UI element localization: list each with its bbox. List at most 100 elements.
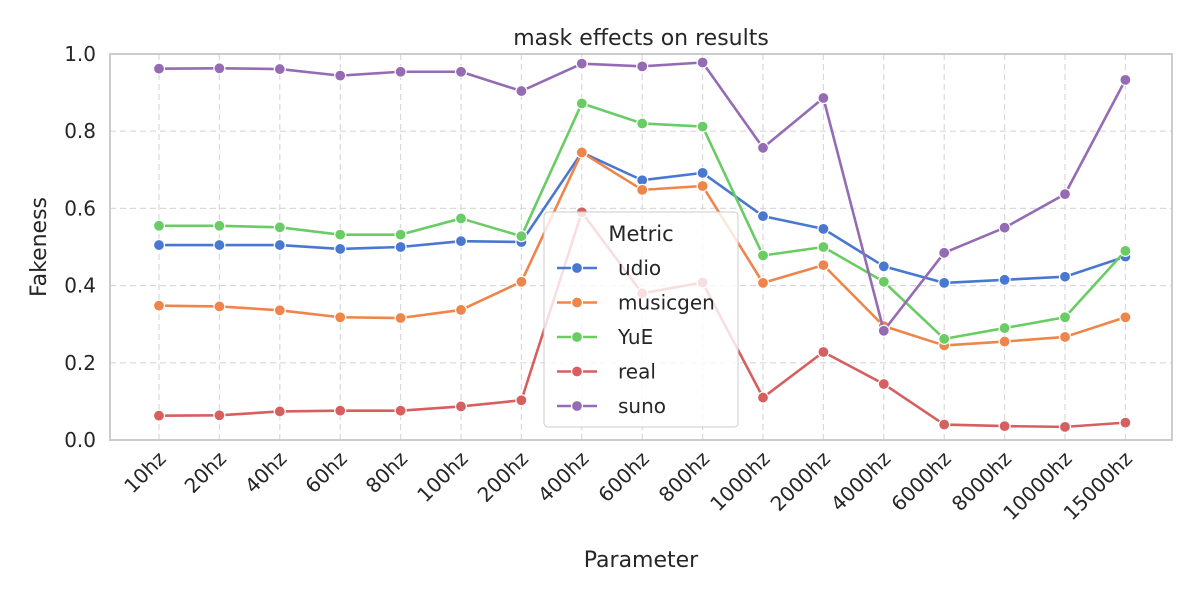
data-point (273, 304, 286, 317)
series-yue (152, 97, 1132, 345)
legend-label: musicgen (618, 291, 715, 315)
y-axis-title: Fakeness (27, 197, 52, 297)
data-point (817, 91, 830, 105)
data-point (152, 238, 166, 252)
data-point (273, 221, 286, 234)
data-point (1058, 270, 1072, 283)
legend-swatch-marker (570, 261, 584, 275)
data-point (636, 117, 649, 130)
data-point (998, 321, 1011, 335)
legend-label: real (618, 360, 656, 384)
data-point (938, 332, 951, 345)
x-tick-label: 20hz (180, 447, 231, 498)
data-point (515, 394, 528, 407)
data-point (152, 409, 166, 422)
data-point (756, 391, 770, 404)
data-point (334, 69, 347, 82)
data-point (696, 166, 709, 179)
data-point (454, 235, 468, 248)
data-point (756, 210, 770, 223)
data-point (213, 409, 226, 422)
data-point (152, 219, 166, 232)
data-point (998, 273, 1011, 286)
data-point (575, 57, 588, 70)
data-point (817, 222, 830, 235)
data-point (938, 418, 951, 431)
data-point (636, 60, 649, 73)
x-tick-label: 1000hz (705, 447, 774, 516)
data-point (998, 420, 1011, 433)
y-tick-label: 0.0 (64, 428, 96, 452)
data-point (1119, 73, 1132, 86)
x-tick-labels: 10hz 20hz 40hz 60hz 80hz 100hz 200hz 400hz 600hz… (119, 447, 1137, 525)
y-tick-label: 0.8 (64, 119, 96, 143)
data-point (273, 62, 286, 76)
y-tick-label: 0.2 (64, 351, 96, 375)
legend-swatch-marker (570, 399, 584, 413)
data-point (152, 62, 166, 75)
data-point (1119, 244, 1132, 257)
x-tick-label: 4000hz (826, 447, 895, 516)
data-point (877, 275, 890, 288)
data-point (334, 404, 347, 417)
data-point (756, 276, 770, 289)
data-point (394, 228, 407, 241)
data-point (394, 404, 407, 417)
data-point (394, 311, 407, 325)
x-tick-label: 60hz (300, 447, 351, 498)
x-axis-title: Parameter (584, 548, 699, 573)
data-point (1058, 311, 1072, 324)
x-tick-label: 6000hz (886, 447, 955, 516)
data-point (334, 311, 347, 324)
series-layer (152, 56, 1132, 433)
legend-label: YuE (617, 325, 653, 349)
data-point (696, 56, 709, 69)
data-point (334, 228, 347, 241)
data-point (515, 84, 528, 98)
data-point (575, 146, 588, 159)
data-point (938, 246, 951, 259)
data-point (515, 275, 528, 288)
data-point (696, 120, 709, 133)
data-point (756, 141, 770, 154)
data-point (394, 240, 407, 254)
data-point (998, 335, 1011, 348)
y-tick-label: 0.4 (64, 274, 96, 298)
data-point (696, 179, 709, 193)
x-tick-label: 2000hz (766, 447, 835, 516)
data-point (1058, 188, 1072, 201)
data-point (152, 299, 166, 312)
data-point (213, 219, 226, 232)
series-musicgen (152, 146, 1132, 352)
x-tick-label: 10hz (119, 447, 170, 498)
data-point (454, 65, 468, 78)
x-tick-label: 200hz (473, 447, 533, 507)
data-point (817, 259, 830, 272)
data-point (877, 260, 890, 273)
data-point (877, 324, 890, 337)
data-point (575, 97, 588, 110)
data-point (817, 240, 830, 254)
data-point (213, 62, 226, 75)
y-tick-labels: 0.0 0.2 0.4 0.6 0.8 1.0 (64, 42, 96, 452)
x-tick-label: 40hz (240, 447, 291, 498)
x-tick-label: 80hz (361, 447, 412, 498)
data-point (454, 303, 468, 317)
legend-title: Metric (608, 222, 673, 246)
legend-swatch-marker (570, 296, 584, 309)
legend-swatch-marker (570, 365, 584, 378)
x-tick-label: 600hz (593, 447, 653, 507)
legend-box (543, 211, 739, 428)
legend-swatch-marker (570, 330, 584, 344)
y-tick-label: 1.0 (64, 42, 96, 66)
data-point (636, 183, 649, 196)
data-point (213, 300, 226, 313)
chart-title: mask effects on results (513, 26, 769, 51)
legend: Metric udio musicgen YuE real suno (543, 211, 739, 428)
data-point (394, 65, 407, 78)
legend-label: udio (618, 256, 661, 280)
data-point (938, 276, 951, 289)
plot-frame (109, 53, 1173, 441)
data-point (1058, 330, 1072, 344)
